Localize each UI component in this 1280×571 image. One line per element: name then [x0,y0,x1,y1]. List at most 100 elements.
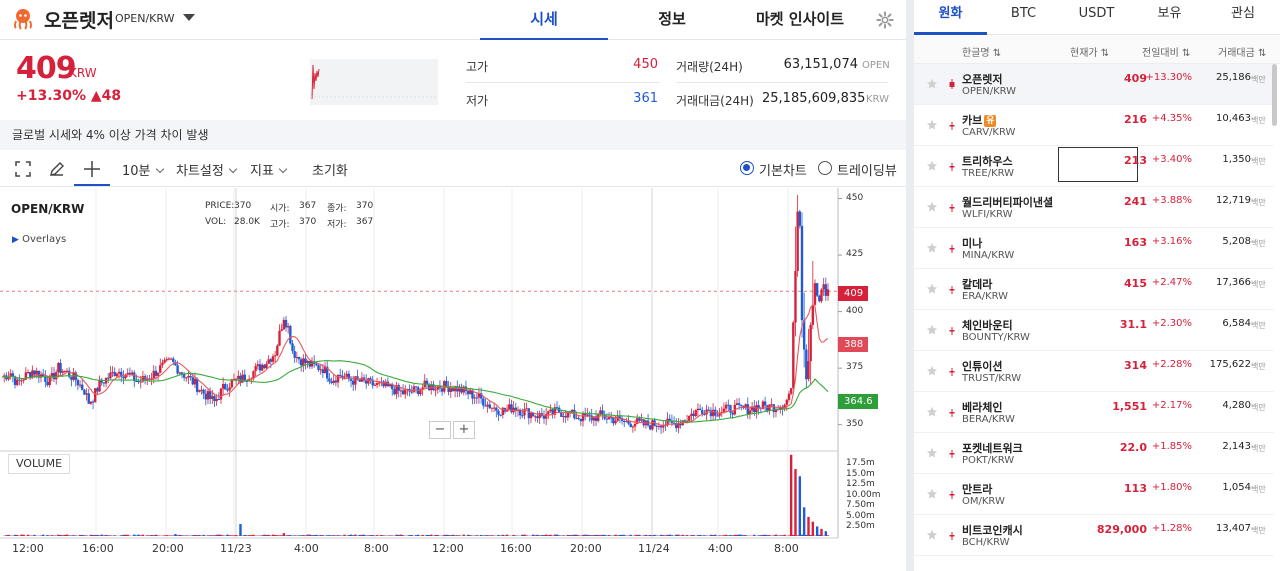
tab-favorites[interactable]: 관심 [1231,6,1255,21]
coin-name[interactable]: 오픈렛저 [44,10,114,32]
tab-info[interactable]: 정보 [658,10,686,28]
interval-select[interactable]: 10분 [122,160,164,179]
volume-bar [447,535,450,536]
candle-body [696,408,700,411]
scrollbar[interactable] [1272,64,1277,126]
chart-settings-menu[interactable]: 차트설정 [176,160,238,179]
star-icon[interactable] [926,324,938,336]
tab-btc[interactable]: BTC [1010,6,1037,21]
pencil-icon[interactable] [48,160,66,178]
price-chart[interactable]: OPEN/KRW PRICE: 370 시가: 367 종가: 370 VOL:… [0,188,906,564]
volume-bar [557,535,561,536]
star-icon[interactable] [926,78,938,90]
candle-body [590,415,593,421]
volume-bar [172,535,175,536]
market-row[interactable]: 미나 MINA/KRW 163 +3.16% 5,208 백만 [914,228,1274,269]
candle-body [607,417,611,420]
overlays-toggle[interactable]: ▶ Overlays [12,234,67,245]
volume-bar [462,534,465,536]
market-row[interactable]: 카브 유 CARV/KRW 216 +4.35% 10,463 백만 [914,105,1274,146]
indicators-menu[interactable]: 지표 [250,160,288,179]
zoom-out-button[interactable]: − [429,421,451,439]
volume-bar [497,535,500,536]
crosshair-tool[interactable] [74,151,110,186]
volume-bar [91,534,95,536]
coin-dropdown-icon[interactable] [183,14,195,21]
volume-bar [226,534,229,536]
volume-bar [139,535,142,536]
candle-body [9,373,12,377]
tradingview-label[interactable]: 트레이딩뷰 [837,164,897,179]
candle-body [46,381,49,386]
market-row[interactable]: 체인바운티 BOUNTY/KRW 31.1 +2.30% 6,584 백만 [914,310,1274,351]
star-icon[interactable] [926,488,938,500]
candle-body [731,412,734,415]
col-name-sort[interactable]: 한글명 ⇅ [962,48,1002,59]
candle-body [555,407,559,409]
market-row[interactable]: 오픈렛저 OPEN/KRW 409 +13.30% 25,186 백만 [914,64,1274,105]
star-icon[interactable] [926,529,938,541]
star-icon[interactable] [926,406,938,418]
amount-unit: 백만 [1251,403,1266,412]
candle-body [289,326,292,344]
candle-body [529,412,533,419]
candle-body [655,425,658,427]
volume-bar [124,534,127,536]
star-icon[interactable] [926,447,938,459]
star-icon[interactable] [926,201,938,213]
volume-bar [601,534,604,536]
market-row[interactable]: 포켓네트워크 POKT/KRW 22.0 +1.85% 2,143 백만 [914,433,1274,474]
gear-icon[interactable] [876,11,894,29]
basic-chart-label[interactable]: 기본차트 [759,164,807,179]
star-icon[interactable] [926,365,938,377]
star-icon[interactable] [926,119,938,131]
market-row[interactable]: 인튜이션 TRUST/KRW 314 +2.28% 175,622 백만 [914,351,1274,392]
market-row[interactable]: 칼데라 ERA/KRW 415 +2.47% 17,366 백만 [914,269,1274,310]
col-price-sort[interactable]: 현재가 ⇅ [1070,48,1110,59]
star-icon[interactable] [926,283,938,295]
volume-value: 63,151,074 [783,57,858,72]
candle-body [22,379,25,381]
volume-bar [33,534,36,536]
candle-body [657,425,661,427]
fullscreen-icon[interactable] [14,160,32,178]
market-row[interactable]: 베라체인 BERA/KRW 1,551 +2.17% 4,280 백만 [914,392,1274,433]
candle-body [76,380,80,386]
basic-chart-radio[interactable] [740,161,754,175]
zoom-in-button[interactable]: + [453,421,475,439]
tab-price[interactable]: 시세 [480,0,608,40]
volume-bar [486,535,489,536]
tab-usdt[interactable]: USDT [1078,6,1115,21]
candle-body [367,378,370,384]
coin-amount: 12,719 [1216,195,1251,206]
tab-holdings[interactable]: 보유 [1157,6,1182,21]
market-row[interactable]: 월드리버티파이낸셜 WLFI/KRW 241 +3.88% 12,719 백만 [914,187,1274,228]
candle-body [94,388,97,403]
volume-bar [122,534,125,536]
market-row[interactable]: 만트라 OM/KRW 113 +1.80% 1,054 백만 [914,474,1274,515]
volume-bar [195,535,199,536]
star-icon[interactable] [926,160,938,172]
coin-pair[interactable]: OPEN/KRW [115,12,175,25]
market-row[interactable]: 비트코인캐시 BCH/KRW 829,000 +1.28% 13,407 백만 [914,515,1274,556]
amount-unit: 백만 [1251,116,1266,125]
candle-body [195,378,199,392]
candle-body [601,410,604,415]
candle-body [688,415,691,421]
star-icon[interactable] [926,242,938,254]
tab-market-insight[interactable]: 마켓 인사이트 [755,10,845,28]
col-change-sort[interactable]: 전일대비 ⇅ [1142,48,1191,59]
candle-body [748,410,752,415]
ma-long-line [1,360,829,423]
reset-button[interactable]: 초기화 [312,164,348,179]
market-row[interactable]: 트리하우스 TREE/KRW 213 +3.40% 1,350 백만 [914,146,1274,187]
candle-body [15,379,19,385]
candlestick-chart[interactable] [0,188,906,564]
candle-body [633,423,637,427]
tradingview-radio[interactable] [818,161,832,175]
tab-krw[interactable]: 원화 [914,0,987,35]
col-amount-sort[interactable]: 거래대금 ⇅ [1218,48,1267,59]
volume-bar [696,535,700,536]
candle-body [662,424,665,428]
volume-bar [668,534,671,536]
